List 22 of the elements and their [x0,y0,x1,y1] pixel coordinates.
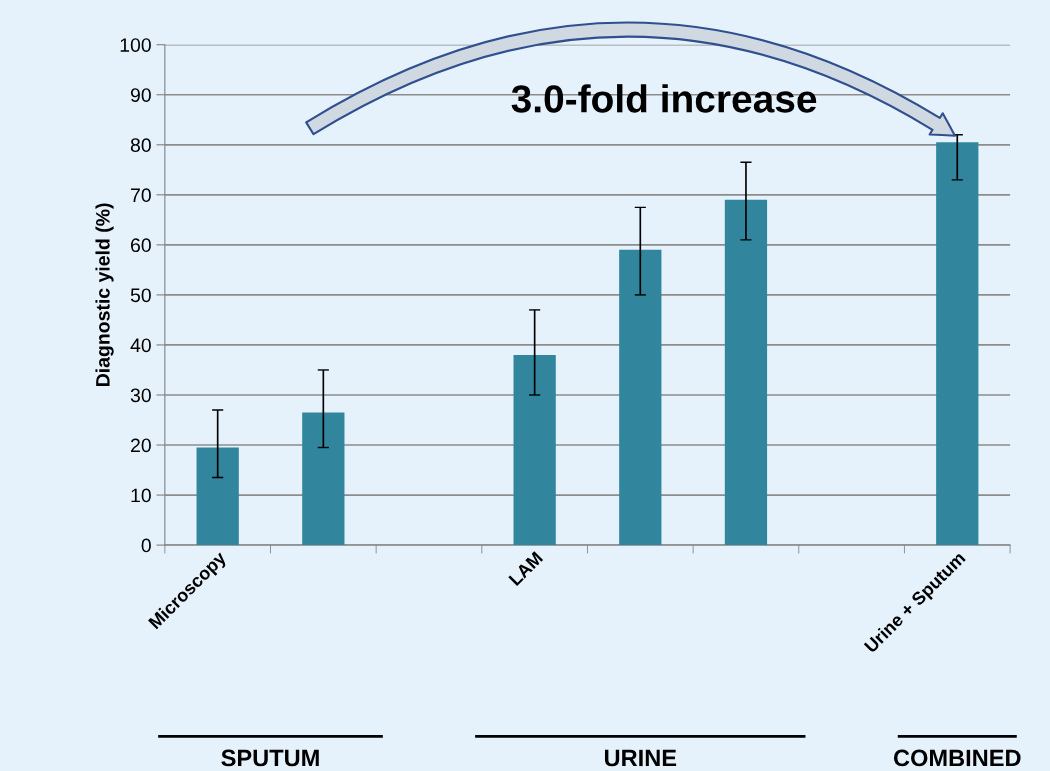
y-tick-label: 90 [130,88,151,102]
y-tick-label: 80 [130,138,151,153]
y-tick-label: 30 [130,388,151,403]
text: URINE [604,749,677,767]
bar [724,199,768,546]
y-tick-label: 40 [130,338,151,353]
bar [513,354,556,546]
text: SPUTUM [221,749,319,767]
y-tick-label: 10 [131,488,151,503]
text: COMBINED [893,749,1021,767]
y-axis-title: Diagnostic yield (%) [95,203,114,386]
y-tick-label: 0 [141,538,151,553]
y-tick-label: 50 [130,288,151,303]
bar [936,142,979,546]
annotation: 3.0-fold increase [511,84,817,113]
y-tick-label: 20 [131,438,151,453]
y-tick-label: 70 [131,188,151,203]
bar [196,447,239,546]
bar [302,412,345,546]
y-tick-label: 60 [131,238,151,253]
bar [619,249,662,546]
y-tick-label: 100 [120,38,151,52]
